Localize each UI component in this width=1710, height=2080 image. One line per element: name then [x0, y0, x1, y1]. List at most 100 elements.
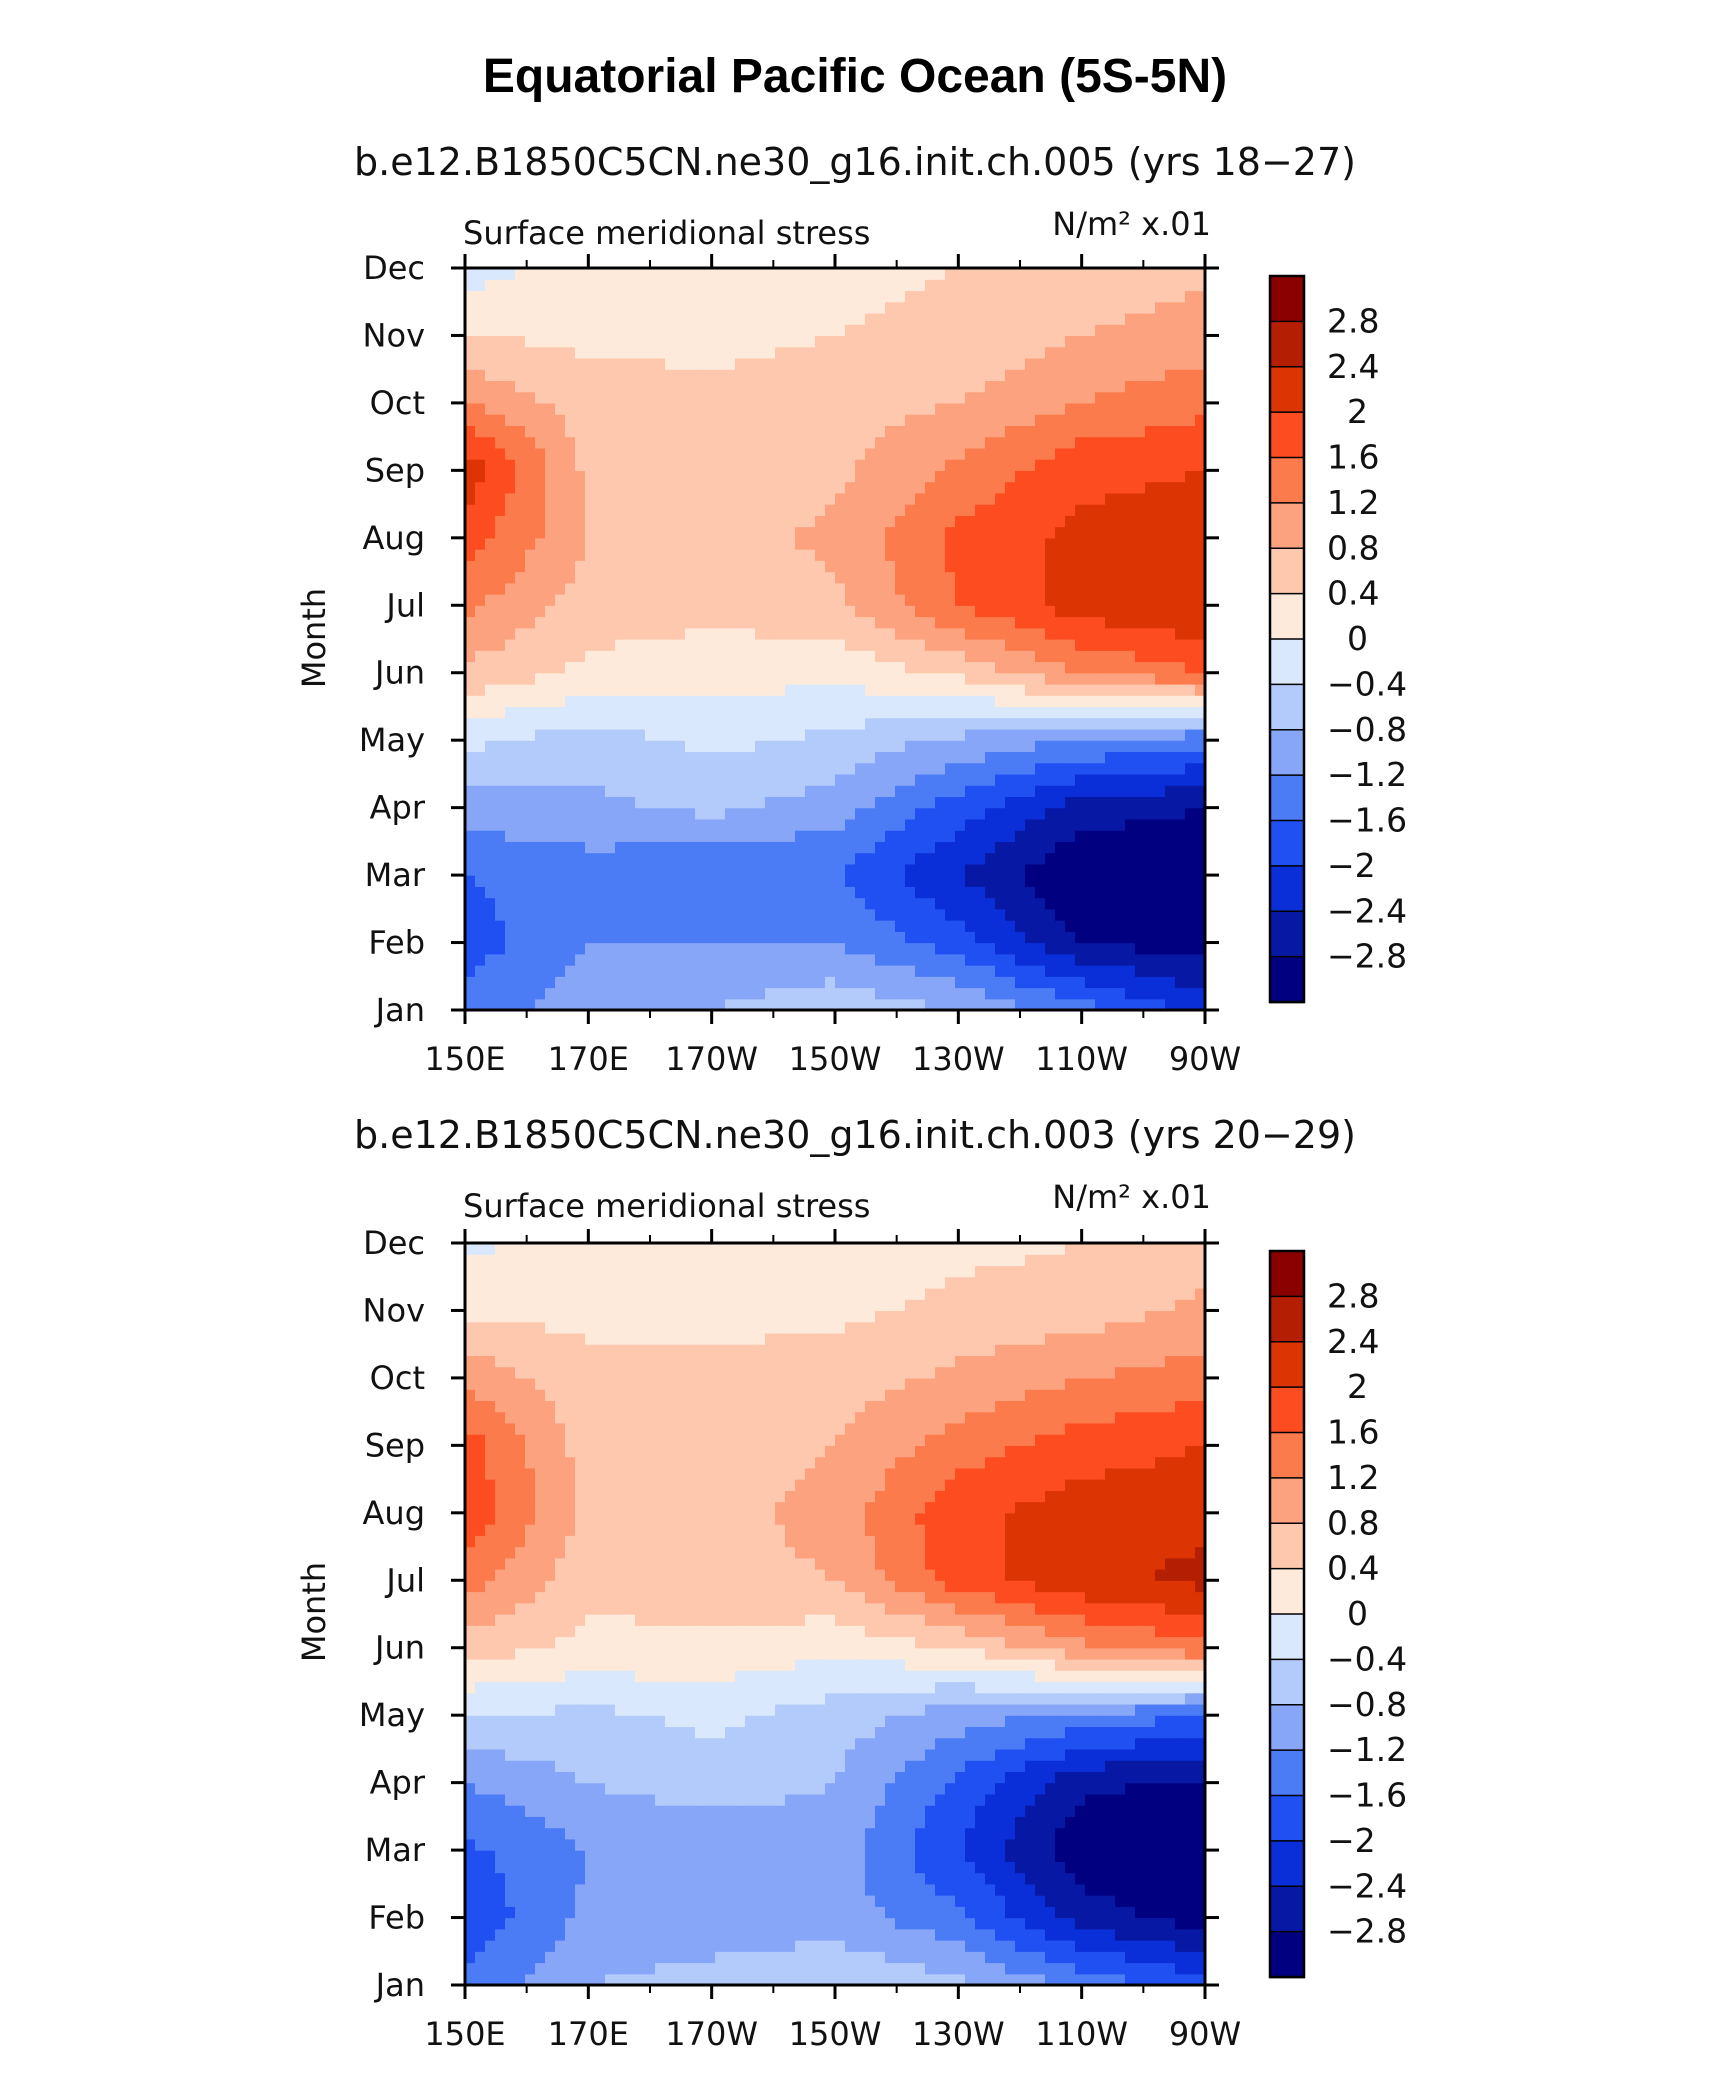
- field-cell: [1115, 773, 1126, 786]
- field-cell: [1115, 818, 1126, 831]
- field-cell: [985, 908, 996, 921]
- field-cell: [695, 380, 706, 393]
- field-cell: [965, 627, 976, 640]
- field-cell: [835, 987, 846, 1000]
- field-cell: [565, 706, 576, 719]
- field-cell: [895, 447, 906, 460]
- field-cell: [605, 841, 616, 854]
- field-cell: [1055, 841, 1066, 854]
- field-cell: [1045, 369, 1056, 382]
- field-cell: [895, 987, 906, 1000]
- field-cell: [515, 852, 526, 865]
- field-cell: [675, 672, 686, 685]
- field-cell: [985, 436, 996, 449]
- field-cell: [845, 683, 856, 696]
- field-cell: [695, 650, 706, 663]
- field-cell: [995, 987, 1006, 1000]
- field-cell: [595, 683, 606, 696]
- field-cell: [865, 661, 876, 674]
- field-cell: [565, 897, 576, 910]
- field-cell: [685, 661, 696, 674]
- field-cell: [825, 492, 836, 505]
- field-cell: [935, 841, 946, 854]
- field-cell: [945, 357, 956, 370]
- field-cell: [1175, 425, 1186, 438]
- field-cell: [1075, 436, 1086, 449]
- field-cell: [865, 447, 876, 460]
- field-cell: [1175, 965, 1186, 977]
- field-cell: [485, 346, 496, 359]
- field-cell: [795, 357, 806, 370]
- field-cell: [985, 740, 996, 753]
- field-cell: [685, 695, 696, 708]
- field-cell: [1015, 616, 1026, 629]
- field-cell: [1045, 504, 1056, 516]
- field-cell: [1065, 402, 1076, 415]
- field-cell: [875, 976, 886, 989]
- field-cell: [995, 268, 1006, 280]
- field-cell: [825, 639, 836, 651]
- field-cell: [1005, 369, 1016, 382]
- field-cell: [495, 470, 506, 483]
- field-cell: [585, 391, 596, 404]
- panel-1-colorbar: 2.82.421.61.20.80.40−0.4−0.8−1.2−1.6−2−2…: [1268, 274, 1407, 1004]
- field-cell: [715, 492, 726, 505]
- field-cell: [735, 942, 746, 955]
- field-cell: [885, 762, 896, 775]
- field-cell: [675, 324, 686, 337]
- field-cell: [635, 560, 646, 573]
- field-cell: [605, 425, 616, 438]
- field-cell: [1155, 773, 1166, 786]
- field-cell: [1165, 639, 1176, 651]
- field-cell: [645, 414, 656, 426]
- field-cell: [1195, 391, 1206, 404]
- field-cell: [465, 841, 476, 854]
- field-cell: [515, 920, 526, 932]
- field-cell: [565, 391, 576, 404]
- field-cell: [715, 740, 726, 753]
- field-cell: [1005, 481, 1016, 494]
- field-cell: [755, 346, 766, 359]
- field-cell: [725, 796, 736, 809]
- field-cell: [995, 672, 1006, 685]
- field-cell: [815, 807, 826, 820]
- field-cell: [595, 886, 606, 899]
- field-cell: [575, 594, 586, 606]
- field-cell: [625, 672, 636, 685]
- field-cell: [745, 605, 756, 618]
- field-cell: [885, 526, 896, 539]
- field-cell: [965, 785, 976, 797]
- field-cell: [555, 268, 566, 280]
- field-cell: [545, 504, 556, 516]
- field-cell: [535, 886, 546, 899]
- field-cell: [985, 762, 996, 775]
- field-cell: [665, 436, 676, 449]
- field-cell: [1045, 346, 1056, 359]
- field-cell: [775, 571, 786, 584]
- field-cell: [895, 301, 906, 314]
- field-cell: [865, 683, 876, 696]
- field-cell: [725, 414, 736, 426]
- field-cell: [1075, 818, 1086, 831]
- field-cell: [695, 594, 706, 606]
- field-cell: [1175, 391, 1186, 404]
- field-cell: [535, 875, 546, 887]
- field-cell: [1005, 357, 1016, 370]
- field-cell: [985, 751, 996, 764]
- field-cell: [945, 639, 956, 651]
- field-cell: [1105, 459, 1116, 471]
- field-cell: [1015, 875, 1026, 887]
- field-cell: [925, 414, 936, 426]
- field-cell: [845, 470, 856, 483]
- field-cell: [1125, 627, 1136, 640]
- field-cell: [725, 582, 736, 595]
- field-cell: [925, 537, 936, 550]
- field-cell: [1165, 818, 1176, 831]
- field-cell: [1005, 965, 1016, 977]
- field-cell: [1095, 391, 1106, 404]
- field-cell: [545, 886, 556, 899]
- field-cell: [655, 897, 666, 910]
- field-cell: [475, 897, 486, 910]
- field-cell: [1015, 717, 1026, 730]
- field-cell: [935, 908, 946, 921]
